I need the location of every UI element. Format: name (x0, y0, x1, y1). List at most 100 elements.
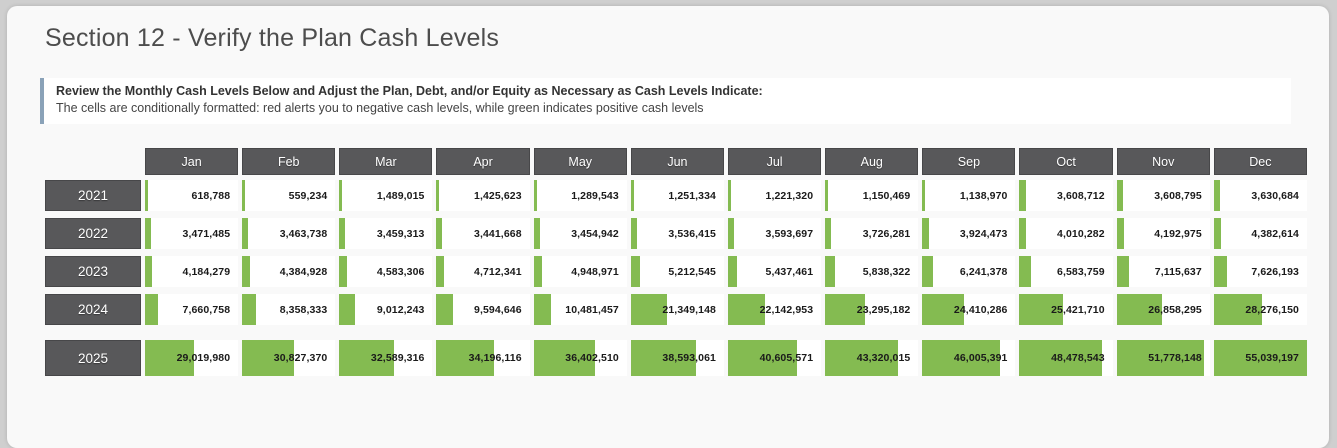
cash-cell-2023-jun: 5,212,545 (630, 256, 724, 287)
page-title: Section 12 - Verify the Plan Cash Levels (45, 24, 500, 52)
positive-cash-bar (533, 180, 537, 211)
month-header-feb: Feb (242, 148, 336, 175)
cash-cell-2022-oct: 4,010,282 (1019, 218, 1113, 249)
positive-cash-bar (825, 294, 865, 325)
positive-cash-bar (727, 218, 735, 249)
positive-cash-bar (1116, 180, 1123, 211)
cash-value: 51,778,148 (1148, 352, 1202, 364)
cash-cell-2022-feb: 3,463,738 (242, 218, 336, 249)
month-header-nov: Nov (1116, 148, 1210, 175)
cash-value: 29,019,980 (176, 352, 231, 364)
positive-cash-bar (145, 218, 151, 249)
cash-value: 3,608,712 (1057, 189, 1105, 202)
cash-cell-2024-dec: 28,276,150 (1213, 294, 1307, 325)
positive-cash-bar (825, 340, 899, 376)
positive-cash-bar (825, 256, 836, 287)
cash-value: 5,437,461 (765, 265, 814, 278)
cash-value: 7,626,193 (1251, 265, 1299, 278)
positive-cash-bar (1019, 218, 1027, 249)
table-row-2022: 2022 3,471,485 3,463,738 3,459,313 3,441,668… (45, 218, 1307, 249)
cash-cell-2022-apr: 3,441,668 (436, 218, 530, 249)
cash-cell-2023-nov: 7,115,637 (1116, 256, 1210, 287)
positive-cash-bar (339, 340, 395, 376)
positive-cash-bar (1116, 218, 1124, 249)
year-header-2023: 2023 (45, 256, 141, 287)
cash-cell-2021-jul: 1,221,320 (727, 180, 822, 211)
cash-value: 24,410,286 (953, 303, 1008, 316)
month-header-sep: Sep (922, 148, 1016, 175)
cash-cell-2024-nov: 26,858,295 (1116, 294, 1210, 325)
month-header-jan: Jan (145, 148, 239, 175)
positive-cash-bar (242, 256, 250, 287)
cash-cell-2021-mar: 1,489,015 (339, 180, 433, 211)
positive-cash-bar (242, 340, 295, 376)
positive-cash-bar (922, 294, 964, 325)
positive-cash-bar (436, 340, 495, 376)
cash-value: 43,320,015 (856, 352, 911, 364)
cash-value: 34,196,116 (468, 352, 522, 364)
cash-value: 3,630,684 (1251, 189, 1299, 202)
cash-value: 46,005,391 (953, 352, 1008, 364)
cash-value: 28,276,150 (1245, 303, 1299, 316)
positive-cash-bar (436, 256, 445, 287)
cash-value: 4,382,614 (1251, 227, 1299, 240)
positive-cash-bar (922, 256, 933, 287)
cash-cell-2021-may: 1,289,543 (533, 180, 627, 211)
positive-cash-bar (1213, 180, 1220, 211)
cash-cell-2021-aug: 1,150,469 (825, 180, 919, 211)
cash-cell-2024-jun: 21,349,148 (630, 294, 724, 325)
cash-cell-2022-sep: 3,924,473 (922, 218, 1016, 249)
cash-cell-2025-jun: 38,593,061 (630, 340, 724, 376)
cash-value: 23,295,182 (856, 303, 911, 316)
cash-value: 10,481,457 (565, 303, 619, 316)
cash-cell-2024-may: 10,481,457 (533, 294, 627, 325)
cash-cell-2022-aug: 3,726,281 (825, 218, 919, 249)
positive-cash-bar (145, 294, 158, 325)
positive-cash-bar (1116, 294, 1163, 325)
positive-cash-bar (1213, 294, 1262, 325)
cash-value: 4,948,971 (571, 265, 619, 278)
positive-cash-bar (339, 256, 348, 287)
cash-value: 3,459,313 (376, 227, 425, 240)
month-header-jun: Jun (630, 148, 724, 175)
year-header-2022: 2022 (45, 218, 141, 249)
cash-value: 32,589,316 (370, 352, 425, 364)
positive-cash-bar (922, 180, 926, 211)
cash-cell-2021-jan: 618,788 (145, 180, 239, 211)
positive-cash-bar (436, 218, 443, 249)
positive-cash-bar (727, 256, 738, 287)
table-row-2023: 2023 4,184,279 4,384,928 4,583,306 4,712,341… (45, 256, 1307, 287)
positive-cash-bar (242, 294, 257, 325)
month-header-aug: Aug (825, 148, 919, 175)
cash-cell-2023-mar: 4,583,306 (339, 256, 433, 287)
cash-value: 3,463,738 (279, 227, 328, 240)
positive-cash-bar (1019, 340, 1102, 376)
positive-cash-bar (922, 218, 929, 249)
cash-value: 38,593,061 (662, 352, 716, 364)
positive-cash-bar (630, 218, 637, 249)
positive-cash-bar (1213, 340, 1307, 376)
year-header-2021: 2021 (45, 180, 141, 211)
instruction-bold-line: Review the Monthly Cash Levels Below and… (56, 84, 763, 98)
month-header-jul: Jul (727, 148, 822, 175)
cash-cell-2024-jan: 7,660,758 (145, 294, 239, 325)
cash-cell-2021-jun: 1,251,334 (630, 180, 724, 211)
cash-value: 1,150,469 (862, 189, 911, 202)
cash-cell-2021-dec: 3,630,684 (1213, 180, 1307, 211)
cash-value: 4,192,975 (1154, 227, 1202, 240)
cash-cell-2025-sep: 46,005,391 (922, 340, 1016, 376)
cash-value: 1,289,543 (571, 189, 619, 202)
positive-cash-bar (727, 340, 797, 376)
month-header-may: May (533, 148, 627, 175)
cash-value: 4,010,282 (1057, 227, 1105, 240)
positive-cash-bar (630, 340, 697, 376)
cash-cell-2021-feb: 559,234 (242, 180, 336, 211)
cash-cell-2022-dec: 4,382,614 (1213, 218, 1307, 249)
cash-cell-2022-nov: 4,192,975 (1116, 218, 1210, 249)
positive-cash-bar (1019, 256, 1031, 287)
positive-cash-bar (1213, 218, 1222, 249)
cash-cell-2024-sep: 24,410,286 (922, 294, 1016, 325)
positive-cash-bar (825, 180, 829, 211)
positive-cash-bar (436, 294, 453, 325)
cash-value: 559,234 (288, 189, 328, 202)
